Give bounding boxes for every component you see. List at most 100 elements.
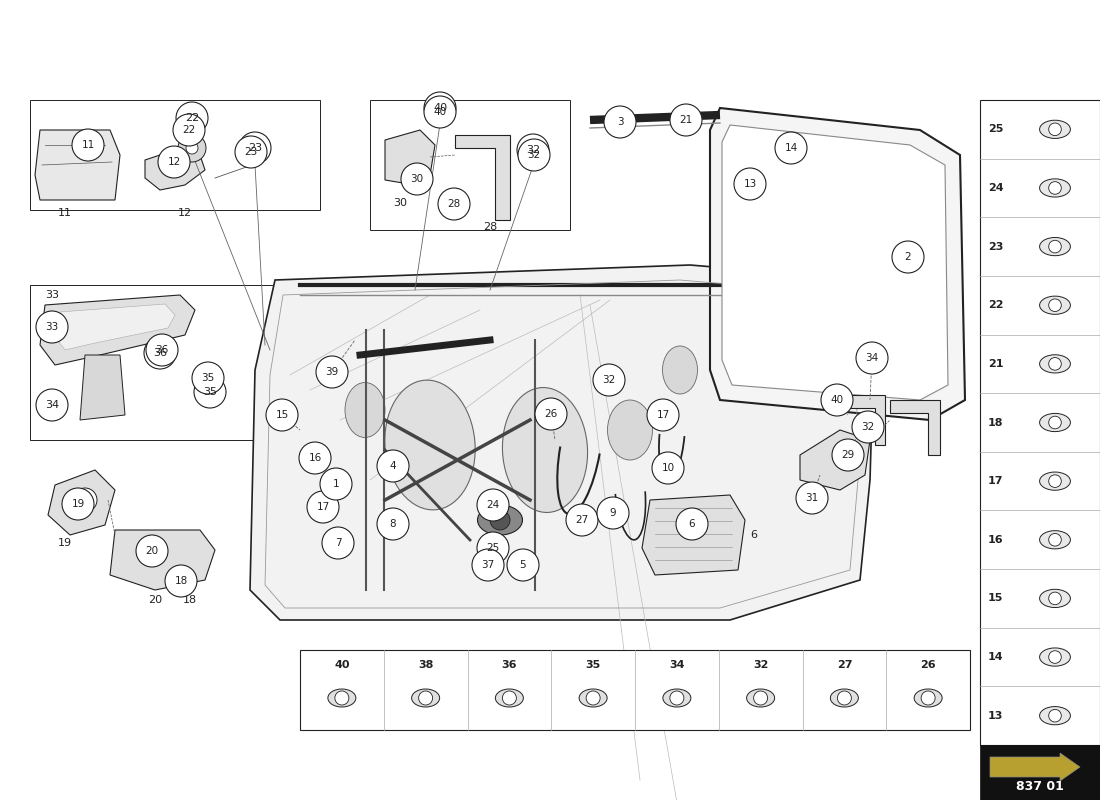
Ellipse shape — [411, 689, 440, 707]
Circle shape — [424, 92, 456, 124]
Text: 21: 21 — [680, 115, 693, 125]
Text: 20: 20 — [145, 546, 158, 556]
Text: 33: 33 — [45, 290, 59, 300]
Circle shape — [503, 691, 516, 705]
Text: 32: 32 — [861, 422, 875, 432]
Polygon shape — [145, 150, 205, 190]
Ellipse shape — [328, 689, 356, 707]
Text: 26: 26 — [921, 660, 936, 670]
Circle shape — [1048, 240, 1062, 253]
Circle shape — [921, 691, 935, 705]
Text: 27: 27 — [837, 660, 852, 670]
Text: 11: 11 — [81, 140, 95, 150]
Circle shape — [597, 497, 629, 529]
Text: 5: 5 — [519, 560, 526, 570]
Text: 18: 18 — [988, 418, 1003, 427]
Circle shape — [165, 565, 197, 597]
Text: 29: 29 — [842, 450, 855, 460]
Polygon shape — [385, 130, 435, 185]
Text: 13: 13 — [988, 710, 1003, 721]
Text: 10: 10 — [661, 463, 674, 473]
Text: 37: 37 — [482, 560, 495, 570]
Circle shape — [72, 129, 104, 161]
Text: 36: 36 — [502, 660, 517, 670]
Circle shape — [821, 384, 852, 416]
Ellipse shape — [1040, 706, 1070, 725]
Circle shape — [1048, 299, 1062, 311]
Text: 32: 32 — [603, 375, 616, 385]
Text: 25: 25 — [486, 543, 499, 553]
Circle shape — [754, 691, 768, 705]
Circle shape — [1048, 358, 1062, 370]
Text: 30: 30 — [410, 174, 424, 184]
Circle shape — [322, 527, 354, 559]
Text: 18: 18 — [175, 576, 188, 586]
Circle shape — [334, 691, 349, 705]
Text: 16: 16 — [988, 534, 1003, 545]
Text: 22: 22 — [988, 300, 1003, 310]
Ellipse shape — [495, 689, 524, 707]
Circle shape — [320, 468, 352, 500]
Text: 36: 36 — [155, 345, 168, 355]
Text: a passion for cars since 1989: a passion for cars since 1989 — [358, 498, 723, 522]
Text: 34: 34 — [866, 353, 879, 363]
Ellipse shape — [662, 346, 697, 394]
Circle shape — [535, 398, 566, 430]
Circle shape — [507, 549, 539, 581]
Polygon shape — [35, 130, 120, 200]
Ellipse shape — [747, 689, 774, 707]
Circle shape — [1048, 534, 1062, 546]
Text: 13: 13 — [744, 179, 757, 189]
Circle shape — [62, 488, 94, 520]
Ellipse shape — [830, 689, 858, 707]
Polygon shape — [455, 135, 510, 220]
Circle shape — [377, 508, 409, 540]
Text: 40: 40 — [830, 395, 844, 405]
Text: 27: 27 — [575, 515, 589, 525]
Text: 4: 4 — [389, 461, 396, 471]
Bar — [980, 100, 1100, 745]
Circle shape — [145, 545, 165, 565]
Ellipse shape — [914, 689, 942, 707]
Bar — [30, 100, 320, 210]
Text: 23: 23 — [244, 147, 257, 157]
Polygon shape — [40, 295, 195, 365]
Circle shape — [604, 106, 636, 138]
Text: 40: 40 — [334, 660, 350, 670]
Circle shape — [490, 510, 510, 530]
Polygon shape — [710, 108, 965, 420]
Circle shape — [852, 411, 884, 443]
Text: 32: 32 — [527, 150, 540, 160]
Text: 31: 31 — [805, 493, 818, 503]
Text: 35: 35 — [201, 373, 214, 383]
Polygon shape — [800, 430, 870, 490]
Circle shape — [670, 691, 684, 705]
Circle shape — [652, 452, 684, 484]
Circle shape — [593, 364, 625, 396]
Text: 23: 23 — [248, 143, 262, 153]
FancyArrow shape — [990, 753, 1080, 781]
Text: 17: 17 — [988, 476, 1003, 486]
Polygon shape — [722, 125, 948, 400]
Text: 19: 19 — [58, 538, 73, 548]
Circle shape — [235, 136, 267, 168]
Bar — [980, 745, 1100, 800]
Circle shape — [477, 489, 509, 521]
Polygon shape — [55, 304, 175, 350]
Text: 39: 39 — [326, 367, 339, 377]
Ellipse shape — [1040, 472, 1070, 490]
Bar — [300, 650, 970, 730]
Text: 9: 9 — [609, 508, 616, 518]
Ellipse shape — [503, 387, 587, 513]
Ellipse shape — [1040, 530, 1070, 549]
Ellipse shape — [663, 689, 691, 707]
Circle shape — [73, 488, 97, 512]
Circle shape — [856, 342, 888, 374]
Circle shape — [136, 535, 168, 567]
Circle shape — [146, 334, 178, 366]
Circle shape — [1048, 182, 1062, 194]
Text: 8: 8 — [389, 519, 396, 529]
Text: 22: 22 — [185, 113, 199, 123]
Circle shape — [477, 532, 509, 564]
Circle shape — [266, 399, 298, 431]
